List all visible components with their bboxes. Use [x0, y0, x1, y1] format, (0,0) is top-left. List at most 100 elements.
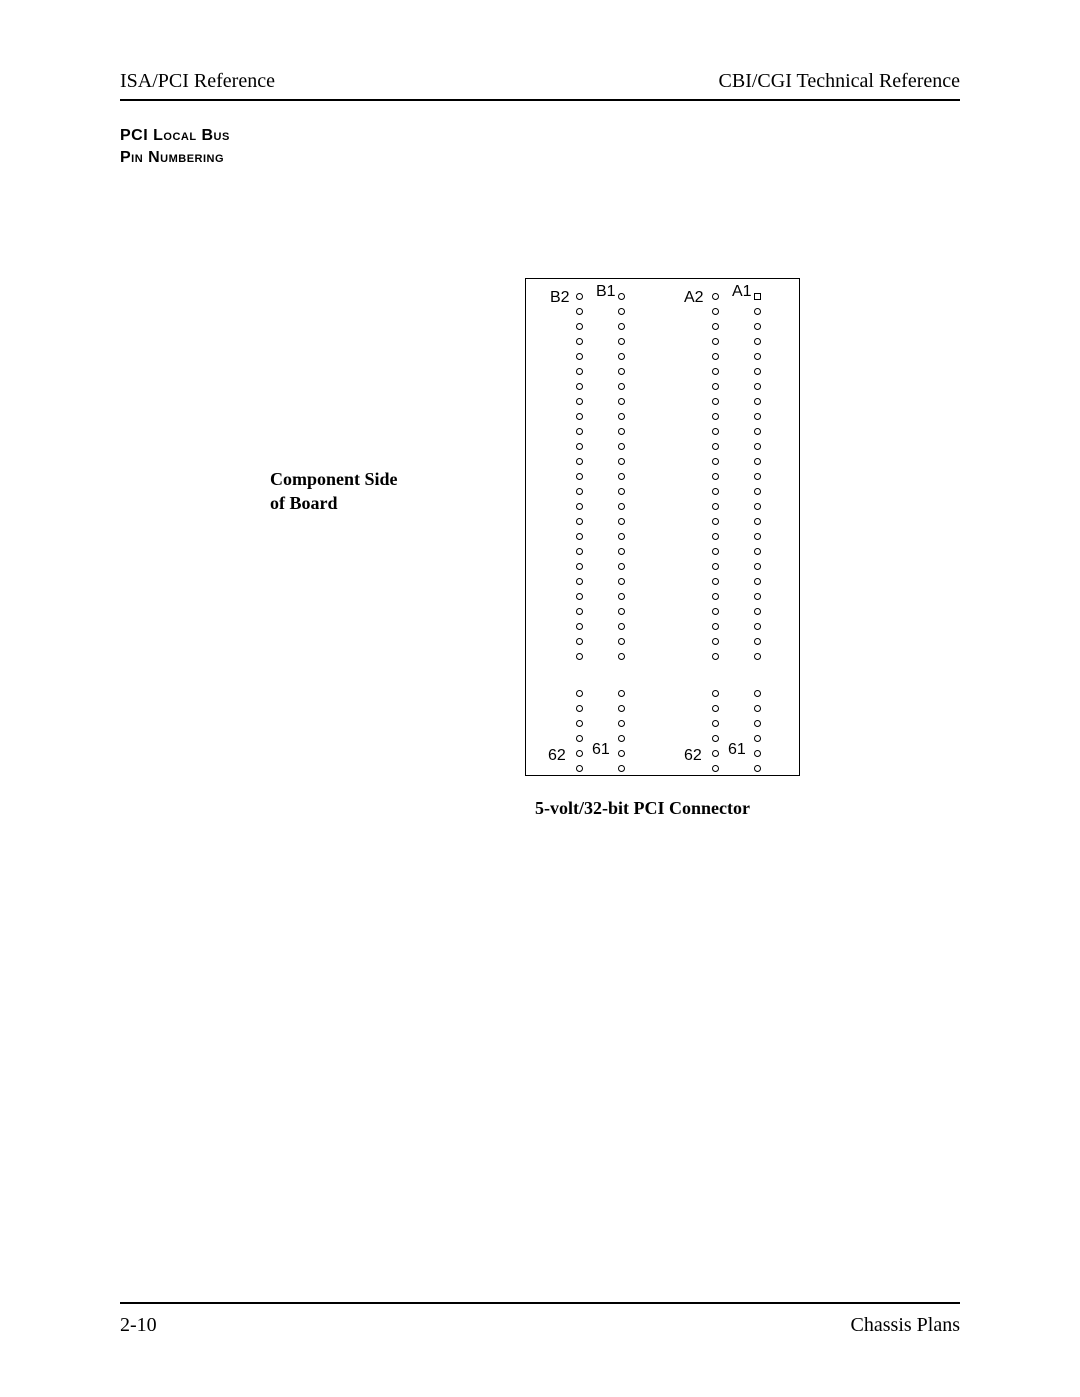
pin-hole: [712, 428, 719, 435]
pin-hole: [618, 623, 625, 630]
pin-hole: [754, 518, 761, 525]
pin-hole: [754, 383, 761, 390]
pin-hole: [712, 443, 719, 450]
page-header: ISA/PCI Reference CBI/CGI Technical Refe…: [120, 70, 960, 93]
pin-hole: [712, 593, 719, 600]
pin-hole: [754, 638, 761, 645]
pin-hole: [576, 623, 583, 630]
pin-hole: [576, 593, 583, 600]
pin-hole: [618, 503, 625, 510]
pin-hole: [618, 593, 625, 600]
pin-hole: [712, 653, 719, 660]
pin-hole: [576, 503, 583, 510]
page: ISA/PCI Reference CBI/CGI Technical Refe…: [0, 0, 1080, 1397]
pin-hole: [754, 488, 761, 495]
pin-label-a2-bottom: 62: [684, 747, 702, 765]
page-footer: 2-10 Chassis Plans: [120, 1302, 960, 1337]
pin-hole: [576, 548, 583, 555]
pin-hole: [576, 563, 583, 570]
pin-hole: [618, 368, 625, 375]
pin-hole: [618, 578, 625, 585]
pin-hole: [712, 503, 719, 510]
pin-hole: [576, 458, 583, 465]
pin-hole: [618, 458, 625, 465]
pin-hole: [754, 623, 761, 630]
pin-hole: [754, 323, 761, 330]
pin-hole: [712, 413, 719, 420]
footer-right: Chassis Plans: [851, 1314, 960, 1337]
pin-hole: [576, 443, 583, 450]
section-title-line1: PCI Local Bus: [120, 125, 960, 147]
section-title-line2: Pin Numbering: [120, 147, 960, 169]
pin-hole: [576, 293, 583, 300]
pin-hole: [618, 653, 625, 660]
header-left: ISA/PCI Reference: [120, 70, 275, 93]
pin-column-a2: [712, 293, 719, 780]
pin-hole: [712, 533, 719, 540]
pin-hole: [754, 593, 761, 600]
pin-hole: [754, 563, 761, 570]
diagram-area: Component Side of Board B2 B1 A2 A1 62 6…: [120, 278, 960, 838]
pin-hole: [712, 368, 719, 375]
pin-hole: [712, 578, 719, 585]
component-side-label-line2: of Board: [270, 492, 398, 515]
pin-hole: [754, 503, 761, 510]
pin-hole: [576, 473, 583, 480]
pin-hole: [712, 308, 719, 315]
pin-hole: [576, 765, 583, 772]
pin-hole: [576, 488, 583, 495]
header-right: CBI/CGI Technical Reference: [719, 70, 960, 93]
pin-hole: [576, 413, 583, 420]
pin-hole: [618, 735, 625, 742]
pin-hole: [576, 690, 583, 697]
pin-hole: [754, 428, 761, 435]
pin-hole: [712, 473, 719, 480]
pin-hole: [618, 398, 625, 405]
pin-hole: [754, 473, 761, 480]
pin-hole: [618, 765, 625, 772]
pin-hole: [712, 750, 719, 757]
pin-hole: [712, 458, 719, 465]
pin-hole: [712, 398, 719, 405]
pin-hole: [754, 720, 761, 727]
pin-hole: [618, 443, 625, 450]
pin-hole: [712, 293, 719, 300]
pin-label-a1-top: A1: [732, 283, 752, 301]
component-side-label-line1: Component Side: [270, 468, 398, 491]
pin-hole: [618, 608, 625, 615]
component-side-label: Component Side of Board: [270, 468, 398, 515]
pin-hole: [712, 563, 719, 570]
pin-hole: [754, 735, 761, 742]
pin-column-a1: [754, 293, 761, 780]
pin-hole: [754, 690, 761, 697]
pin-hole: [618, 720, 625, 727]
pin-hole: [618, 563, 625, 570]
footer-left: 2-10: [120, 1314, 157, 1337]
pin-hole: [576, 383, 583, 390]
pin-label-b2-top: B2: [550, 289, 570, 307]
pin-hole: [576, 750, 583, 757]
diagram-caption: 5-volt/32-bit PCI Connector: [535, 798, 750, 819]
pin-hole: [754, 608, 761, 615]
pin-hole: [712, 488, 719, 495]
pin-hole: [618, 293, 625, 300]
pin-label-a1-bottom: 61: [728, 741, 746, 759]
pin-hole: [576, 398, 583, 405]
pin-hole: [576, 608, 583, 615]
pin-hole: [712, 735, 719, 742]
pin-hole: [576, 720, 583, 727]
pin-hole: [754, 398, 761, 405]
pin-hole: [712, 383, 719, 390]
pin-hole: [712, 623, 719, 630]
pin-hole: [754, 765, 761, 772]
pin-hole: [712, 705, 719, 712]
pin-hole: [712, 690, 719, 697]
pin-hole: [712, 638, 719, 645]
pin-hole: [576, 653, 583, 660]
pin-hole: [754, 308, 761, 315]
pin-hole: [618, 383, 625, 390]
pin-hole: [618, 323, 625, 330]
pin-hole: [618, 308, 625, 315]
section-title-block: PCI Local Bus Pin Numbering: [120, 125, 960, 168]
pin-column-b2: [576, 293, 583, 780]
